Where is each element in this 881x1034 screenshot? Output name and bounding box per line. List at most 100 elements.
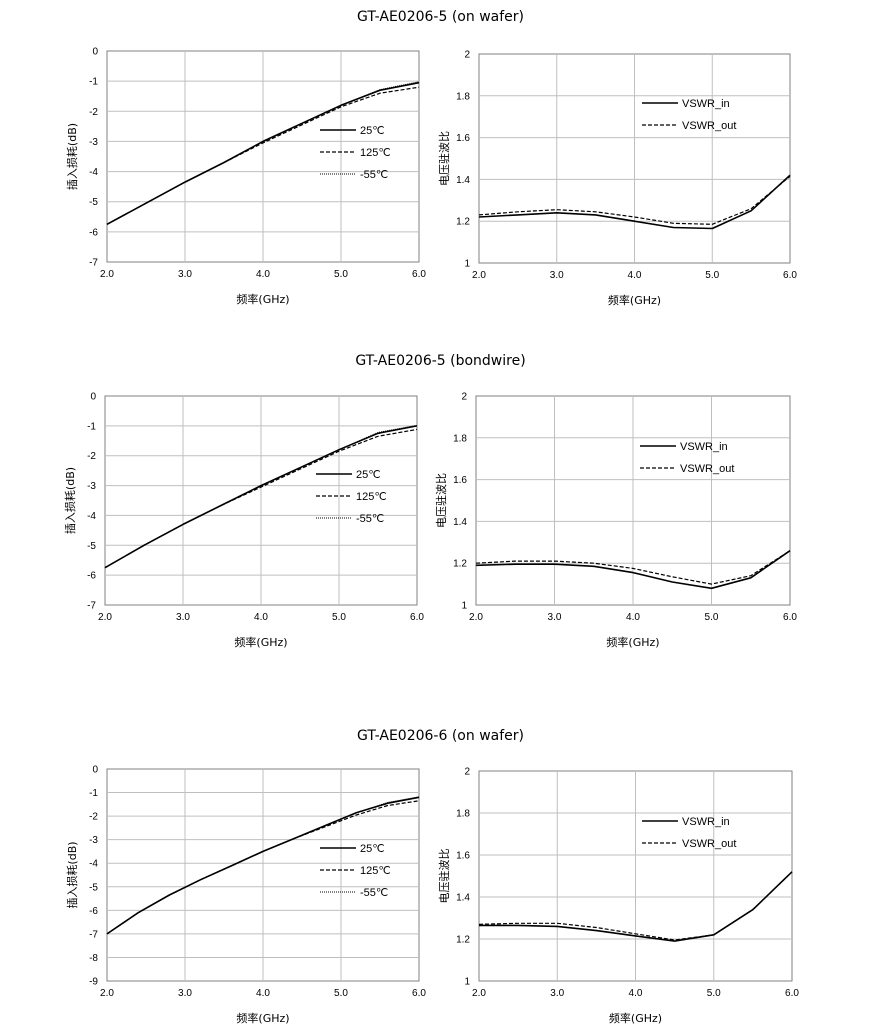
y-tick-label: -7 (89, 929, 98, 940)
x-tick-label: 3.0 (178, 988, 192, 999)
section-title-2: GT-AE0206-5 (bondwire) (355, 353, 526, 369)
legend-label: VSWR_in (680, 441, 728, 453)
legend-label: VSWR_in (682, 816, 730, 828)
x-tick-label: 5.0 (705, 270, 719, 281)
x-tick-label: 2.0 (472, 270, 486, 281)
y-tick-label: 1.4 (456, 175, 470, 186)
y-tick-label: -4 (89, 859, 98, 870)
x-tick-label: 2.0 (98, 612, 112, 623)
x-tick-label: 2.0 (472, 988, 486, 999)
y-tick-label: -1 (89, 77, 98, 88)
y-axis-label: 电压驻波比 (437, 131, 451, 186)
y-tick-label: 1.6 (456, 851, 470, 862)
section-title-3: GT-AE0206-6 (on wafer) (357, 728, 524, 744)
x-tick-label: 3.0 (550, 270, 564, 281)
y-tick-label: 1.8 (456, 91, 470, 102)
x-tick-label: 5.0 (334, 988, 348, 999)
y-tick-label: 1.4 (456, 893, 470, 904)
chart-4: 2.0 3.0 4.0 5.0 6.0 2 1.8 1.6 1.4 1.2 1 频率(GHz) 电压驻波… (434, 392, 797, 650)
x-tick-label: 4.0 (629, 988, 643, 999)
y-tick-label: 1.8 (453, 433, 467, 444)
y-tick-label: -9 (89, 977, 98, 988)
y-tick-label: -7 (87, 601, 96, 612)
x-axis-label: 频率(GHz) (606, 635, 659, 649)
y-tick-label: -8 (89, 953, 98, 964)
series-line-3 (106, 81, 420, 225)
chart-1: 2.0 3.0 4.0 5.0 6.0 0 -1 -2 -3 -4 -5 -6 -7 频率(GHz) 插入损… (65, 47, 426, 307)
y-tick-label: 1.2 (456, 217, 470, 228)
legend-label: -55℃ (360, 169, 388, 181)
section-title-1: GT-AE0206-5 (on wafer) (357, 9, 524, 25)
legend-label: VSWR_out (682, 838, 736, 850)
series-line-2 (475, 550, 791, 585)
chart-3: 2.0 3.0 4.0 5.0 6.0 0 -1 -2 -3 -4 -5 -6 -7 频率(GHz) 插入损… (63, 392, 424, 650)
x-axis-label: 频率(GHz) (608, 293, 661, 307)
series-line-2 (104, 428, 418, 569)
legend-label: VSWR_out (680, 463, 734, 475)
y-axis-label: 电压驻波比 (437, 849, 451, 904)
y-tick-label: -4 (89, 167, 98, 178)
x-tick-label: 6.0 (410, 612, 424, 623)
y-tick-label: 0 (92, 765, 98, 776)
legend-label: 25℃ (356, 469, 381, 481)
legend-label: 125℃ (360, 147, 391, 159)
y-tick-label: 1.4 (453, 517, 467, 528)
y-tick-label: 1.8 (456, 809, 470, 820)
y-tick-label: 2 (461, 392, 467, 403)
series-line-1 (478, 174, 791, 230)
y-axis-label: 插入损耗(dB) (63, 467, 77, 534)
y-tick-label: -7 (89, 258, 98, 269)
x-tick-label: 4.0 (256, 269, 270, 280)
x-tick-label: 3.0 (176, 612, 190, 623)
y-tick-label: 1.6 (456, 133, 470, 144)
x-tick-label: 5.0 (707, 988, 721, 999)
x-tick-label: 4.0 (254, 612, 268, 623)
y-tick-label: -3 (89, 137, 98, 148)
chart-5: 2.0 3.0 4.0 5.0 6.0 0 -1 -2 -3 -4 -5 -6 -7 -8 -9 频率(GHz… (65, 765, 426, 1026)
y-tick-label: -6 (89, 227, 98, 238)
x-tick-label: 4.0 (628, 270, 642, 281)
legend-label: 125℃ (356, 491, 387, 503)
chart-2: 2.0 3.0 4.0 5.0 6.0 2 1.8 1.6 1.4 1.2 1 频率(GHz) 电压驻波… (437, 50, 797, 308)
y-tick-label: -5 (87, 541, 96, 552)
y-tick-label: 2 (464, 767, 470, 778)
x-tick-label: 3.0 (178, 269, 192, 280)
y-tick-label: 1 (464, 977, 470, 988)
x-tick-label: 4.0 (626, 612, 640, 623)
y-axis-label: 电压驻波比 (434, 473, 448, 528)
y-tick-label: 2 (464, 50, 470, 61)
y-tick-label: 0 (90, 392, 96, 403)
x-tick-label: 2.0 (100, 988, 114, 999)
x-tick-label: 3.0 (550, 988, 564, 999)
y-tick-label: -1 (87, 421, 96, 432)
y-tick-label: -6 (87, 571, 96, 582)
y-tick-label: -2 (89, 812, 98, 823)
y-axis-label: 插入损耗(dB) (65, 841, 79, 908)
legend-label: 25℃ (360, 125, 385, 137)
x-tick-label: 5.0 (334, 269, 348, 280)
y-tick-label: -5 (89, 882, 98, 893)
x-tick-label: 6.0 (785, 988, 799, 999)
series-line-2 (106, 86, 420, 225)
x-tick-label: 6.0 (783, 612, 797, 623)
x-tick-label: 5.0 (705, 612, 719, 623)
x-axis-label: 频率(GHz) (234, 635, 287, 649)
legend-label: 25℃ (360, 843, 385, 855)
x-tick-label: 4.0 (256, 988, 270, 999)
series-line-3 (104, 424, 418, 569)
y-axis-label: 插入损耗(dB) (65, 123, 79, 190)
y-tick-label: -3 (89, 835, 98, 846)
y-tick-label: -6 (89, 906, 98, 917)
x-tick-label: 2.0 (100, 269, 114, 280)
y-tick-label: 0 (92, 47, 98, 58)
y-tick-label: 1.2 (453, 559, 467, 570)
y-tick-label: 1.2 (456, 935, 470, 946)
y-tick-label: -3 (87, 481, 96, 492)
series-line-2 (478, 871, 793, 941)
x-tick-label: 6.0 (412, 269, 426, 280)
legend-label: VSWR_out (682, 120, 736, 132)
series-line-1 (475, 550, 791, 590)
y-tick-label: -5 (89, 197, 98, 208)
legend-label: -55℃ (360, 887, 388, 899)
x-tick-label: 5.0 (332, 612, 346, 623)
